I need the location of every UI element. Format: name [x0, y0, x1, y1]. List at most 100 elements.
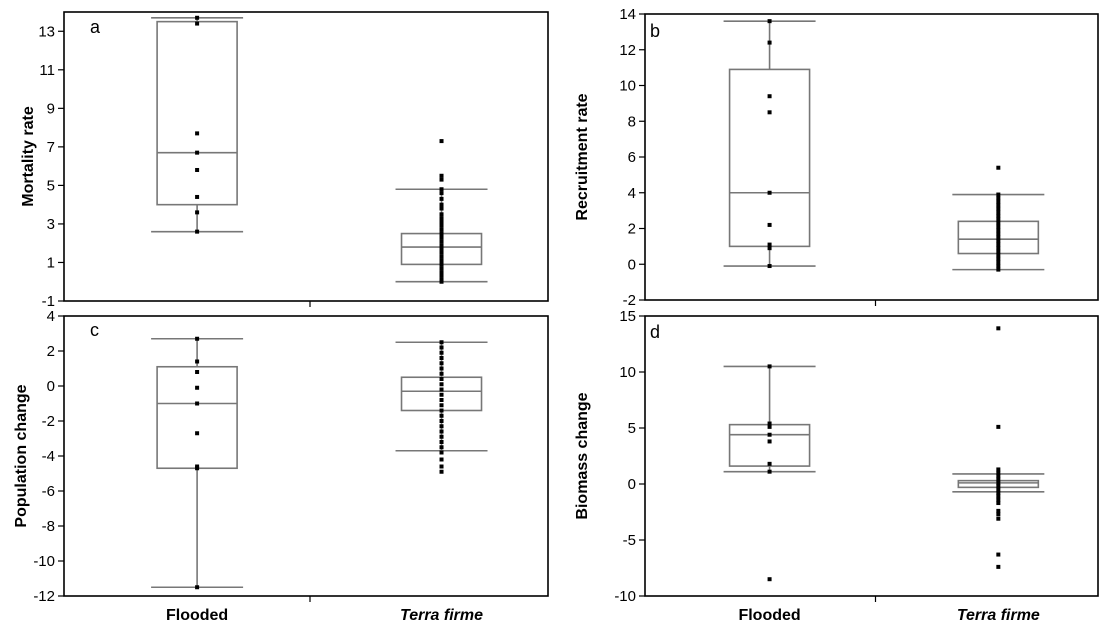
panel-c: -12 -10 -8 -6 -4 -2 0 2 4 Population change c [13, 308, 549, 605]
y-tick-label: 11 [39, 62, 55, 79]
data-point [996, 467, 1001, 472]
data-point [439, 429, 444, 434]
y-tick-label: -12 [33, 588, 55, 605]
data-point [996, 501, 1001, 506]
data-point [439, 366, 444, 371]
data-point [439, 377, 444, 381]
data-point [439, 340, 444, 345]
data-point [767, 222, 772, 227]
data-point [195, 585, 200, 590]
data-point [767, 94, 772, 99]
data-point [996, 228, 1001, 233]
data-point [195, 401, 200, 406]
data-point [439, 202, 444, 207]
y-tick-label: 14 [619, 6, 636, 23]
y-tick-label: 5 [47, 177, 55, 194]
data-point [439, 216, 444, 221]
panel-b: -2 0 2 4 6 8 10 12 14 Recruitment rate b [574, 6, 1099, 309]
data-point [439, 212, 444, 217]
data-point [439, 440, 444, 444]
data-point [996, 564, 1001, 569]
box-terra-firme [952, 165, 1045, 272]
data-point [996, 221, 1001, 226]
y-tick-label: 9 [47, 100, 55, 117]
data-point [996, 242, 1001, 247]
data-point [439, 239, 444, 244]
y-tick-label: 2 [628, 221, 636, 238]
data-point [439, 235, 444, 240]
y-tick-label: 0 [628, 476, 636, 493]
box-iqr [156, 20, 238, 206]
y-tick-label: 1 [47, 254, 55, 271]
data-point [195, 370, 200, 374]
data-point [996, 494, 1001, 499]
data-point [767, 432, 772, 437]
data-point [195, 431, 200, 436]
y-tick-label: 10 [619, 364, 636, 381]
box-iqr [728, 423, 811, 467]
x-category-label: Terra firme [400, 607, 483, 624]
box-terra-firme [395, 139, 488, 284]
data-point [439, 139, 444, 144]
y-tick-label: -1 [42, 293, 55, 310]
data-point [767, 242, 772, 247]
data-point [996, 249, 1001, 254]
data-point [439, 191, 444, 196]
box-terra-firme [395, 340, 488, 474]
y-tick-label: -10 [614, 588, 636, 605]
data-point [439, 173, 444, 178]
data-point [195, 15, 200, 20]
data-point [439, 450, 444, 455]
data-point [439, 413, 444, 418]
plot-frame [63, 315, 549, 597]
data-point [996, 474, 1001, 479]
data-point [439, 258, 444, 263]
data-point [996, 470, 1001, 475]
data-point [767, 577, 772, 582]
y-tick-label: -6 [42, 483, 55, 500]
data-point [439, 371, 444, 376]
data-point [439, 262, 444, 267]
x-category-label: Flooded [738, 607, 800, 624]
data-point [439, 220, 444, 225]
data-point [439, 270, 444, 275]
data-point [439, 243, 444, 248]
data-point [767, 421, 772, 426]
data-point [996, 210, 1001, 215]
data-point [439, 196, 444, 201]
y-axis-label: Recruitment rate [574, 93, 591, 220]
data-point [195, 167, 200, 172]
y-tick-label: 4 [47, 308, 55, 325]
data-point [996, 424, 1001, 429]
data-point [439, 408, 444, 413]
data-point [195, 131, 200, 136]
panel-letter: a [90, 17, 101, 37]
data-point [195, 466, 200, 471]
plot-frame [644, 315, 1099, 597]
y-tick-label: -10 [33, 553, 55, 570]
y-tick-label: -4 [42, 448, 55, 465]
y-tick-label: 10 [619, 78, 636, 95]
box-flooded [723, 364, 816, 582]
y-tick-label: 0 [47, 378, 55, 395]
data-point [767, 40, 772, 45]
data-point [439, 223, 444, 228]
box-flooded [151, 336, 244, 590]
data-point [767, 264, 772, 269]
data-point [195, 194, 200, 199]
data-point [439, 361, 444, 366]
y-tick-label: -2 [623, 292, 636, 309]
data-point [996, 326, 1001, 331]
x-category-labels: Flooded Terra firme Flooded Terra firme [166, 607, 1040, 624]
data-point [996, 508, 1001, 513]
x-category-label: Terra firme [957, 607, 1040, 624]
y-tick-label: 3 [47, 216, 55, 233]
panel-d: -10 -5 0 5 10 15 Biomass change d [574, 308, 1099, 605]
y-tick-label: 6 [628, 149, 636, 166]
data-point [767, 364, 772, 369]
data-point [195, 385, 200, 390]
data-point [439, 273, 444, 278]
data-point [996, 253, 1001, 258]
data-point [996, 199, 1001, 204]
